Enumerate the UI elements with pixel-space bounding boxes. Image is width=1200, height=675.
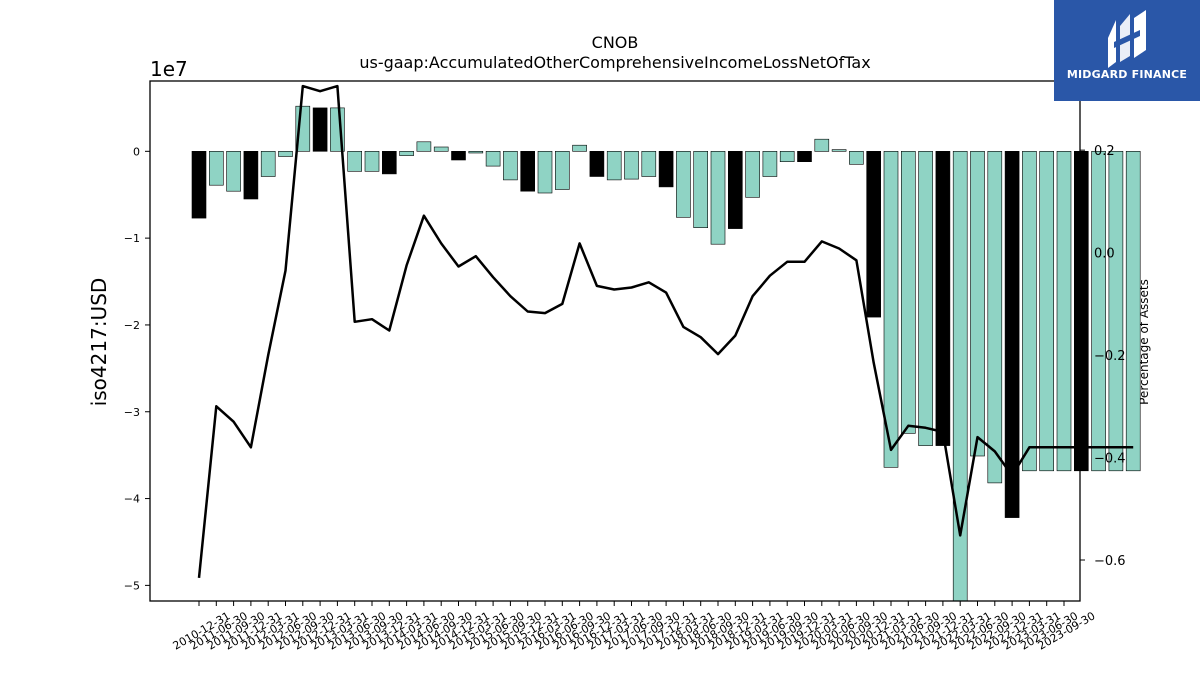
y2-tick-label: 0.2	[1094, 144, 1115, 159]
bar	[485, 151, 501, 167]
y2-tick-label: −0.4	[1094, 452, 1126, 467]
bar	[416, 141, 432, 152]
bar	[779, 151, 795, 163]
bar	[676, 151, 691, 218]
bar	[226, 151, 241, 192]
bar	[520, 151, 536, 192]
brand-logo: MIDGARD FINANCE	[1054, 0, 1200, 101]
bar	[641, 151, 657, 177]
bar	[987, 151, 1003, 484]
bar	[814, 138, 830, 152]
bar	[1074, 151, 1089, 472]
y2-tick-label: 0.0	[1094, 247, 1115, 262]
bar	[572, 144, 587, 152]
bar	[209, 151, 224, 186]
y-tick-label: 0	[133, 145, 140, 158]
bar	[762, 151, 778, 177]
bar	[970, 151, 985, 457]
bar	[537, 151, 553, 194]
bar	[606, 151, 622, 181]
bar	[1125, 151, 1141, 472]
bar	[693, 151, 709, 229]
bar	[347, 151, 363, 172]
bar	[710, 151, 726, 245]
bar	[745, 151, 760, 198]
y2-axis-label: Percentage of Assets	[1137, 279, 1151, 405]
bar	[278, 151, 293, 157]
bar	[312, 107, 328, 152]
bar	[589, 151, 605, 177]
y-tick-label: −4	[124, 493, 140, 506]
bar	[866, 151, 882, 318]
chart-subtitle: us-gaap:AccumulatedOtherComprehensiveInc…	[359, 53, 870, 72]
brand-mark-icon	[1108, 10, 1146, 68]
bar	[624, 151, 639, 180]
bar	[1056, 151, 1072, 472]
bar	[399, 151, 414, 156]
bar	[658, 151, 674, 188]
y-tick-label: −1	[124, 232, 140, 245]
bar	[849, 151, 864, 165]
bar	[727, 151, 743, 229]
y-tick-label: −2	[124, 319, 140, 332]
chart-title: CNOB	[592, 33, 639, 52]
bar	[554, 151, 570, 190]
bar	[900, 151, 916, 434]
y-tick-label: −3	[124, 406, 140, 419]
bar	[503, 151, 518, 181]
bar	[364, 151, 380, 172]
bar	[468, 151, 484, 154]
bar	[191, 151, 207, 219]
bar	[1022, 151, 1037, 472]
y-scale-note: 1e7	[150, 57, 188, 81]
plot-frame	[149, 80, 1081, 602]
bar	[260, 151, 276, 177]
bar	[935, 151, 951, 446]
y2-tick-label: −0.6	[1094, 554, 1126, 569]
bar	[1039, 151, 1054, 472]
bar	[451, 151, 466, 161]
bar	[1108, 151, 1124, 472]
bar	[797, 151, 812, 163]
bar	[1091, 151, 1106, 472]
percentage-of-assets-line	[197, 84, 1134, 579]
y-axis-label: iso4217:USD	[87, 278, 111, 407]
bar	[883, 151, 899, 468]
bar	[433, 146, 449, 152]
bar	[381, 151, 397, 175]
bar	[1004, 151, 1020, 518]
bar	[918, 151, 933, 446]
y-tick-label: −5	[124, 579, 140, 592]
bar	[831, 149, 847, 152]
bar	[243, 151, 259, 200]
brand-name: MIDGARD FINANCE	[1066, 68, 1188, 81]
y2-tick-label: −0.2	[1094, 349, 1126, 364]
